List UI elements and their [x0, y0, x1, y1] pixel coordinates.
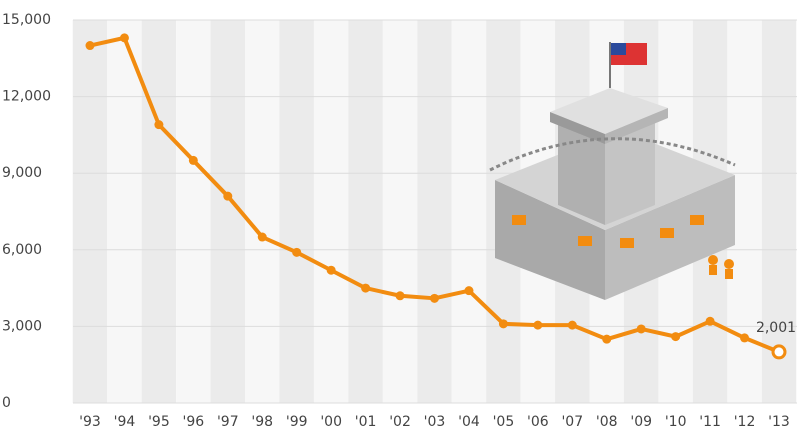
point	[464, 286, 473, 295]
x-tick-label: '08	[596, 414, 618, 430]
point	[568, 321, 577, 330]
point	[706, 317, 715, 326]
column-band	[314, 20, 348, 403]
data-label: 2,001	[756, 320, 796, 336]
point	[189, 156, 198, 165]
point	[430, 294, 439, 303]
column-band	[245, 20, 279, 403]
y-tick-label: 12,000	[2, 89, 51, 105]
point	[154, 120, 163, 129]
column-band	[73, 20, 107, 403]
point	[292, 248, 301, 257]
x-tick-label: '96	[183, 414, 205, 430]
column-band	[383, 20, 417, 403]
chart: '93 '94 '95 '96 '97 '98 '99 '00 '01 '02 '03 '04 '05 '…	[0, 0, 797, 434]
x-tick-label: '06	[527, 414, 549, 430]
point	[740, 333, 749, 342]
end-marker	[773, 346, 785, 358]
column-band	[279, 20, 313, 403]
y-tick-label: 6,000	[2, 242, 42, 258]
x-tick-label: '01	[355, 414, 377, 430]
x-tick-label: '94	[114, 414, 136, 430]
y-tick-label: 9,000	[2, 165, 42, 181]
y-tick-label: 3,000	[2, 318, 42, 334]
point	[602, 335, 611, 344]
x-tick-label: '05	[493, 414, 515, 430]
x-tick-label: '07	[561, 414, 583, 430]
point	[223, 192, 232, 201]
x-tick-label: '95	[148, 414, 170, 430]
x-tick-label: '10	[665, 414, 687, 430]
x-tick-label: '93	[79, 414, 101, 430]
x-tick-label: '99	[286, 414, 308, 430]
point	[361, 284, 370, 293]
x-tick-label: '04	[458, 414, 480, 430]
x-tick-label: '09	[630, 414, 652, 430]
column-band	[142, 20, 176, 403]
x-tick-label: '00	[320, 414, 342, 430]
x-tick-label: '97	[217, 414, 239, 430]
column-band	[107, 20, 141, 403]
point	[637, 324, 646, 333]
y-tick-label: 0	[2, 395, 11, 411]
point	[327, 266, 336, 275]
column-band	[417, 20, 451, 403]
point	[396, 291, 405, 300]
point	[258, 233, 267, 242]
x-tick-label: '13	[768, 414, 790, 430]
x-tick-label: '03	[424, 414, 446, 430]
point	[671, 332, 680, 341]
y-tick-label: 15,000	[2, 12, 51, 28]
column-band	[452, 20, 486, 403]
x-tick-label: '98	[251, 414, 273, 430]
column-band	[348, 20, 382, 403]
column-band	[176, 20, 210, 403]
x-tick-label: '11	[699, 414, 721, 430]
x-tick-label: '12	[734, 414, 756, 430]
point	[533, 321, 542, 330]
point	[499, 319, 508, 328]
x-tick-label: '02	[389, 414, 411, 430]
point	[120, 33, 129, 42]
point	[86, 41, 95, 50]
